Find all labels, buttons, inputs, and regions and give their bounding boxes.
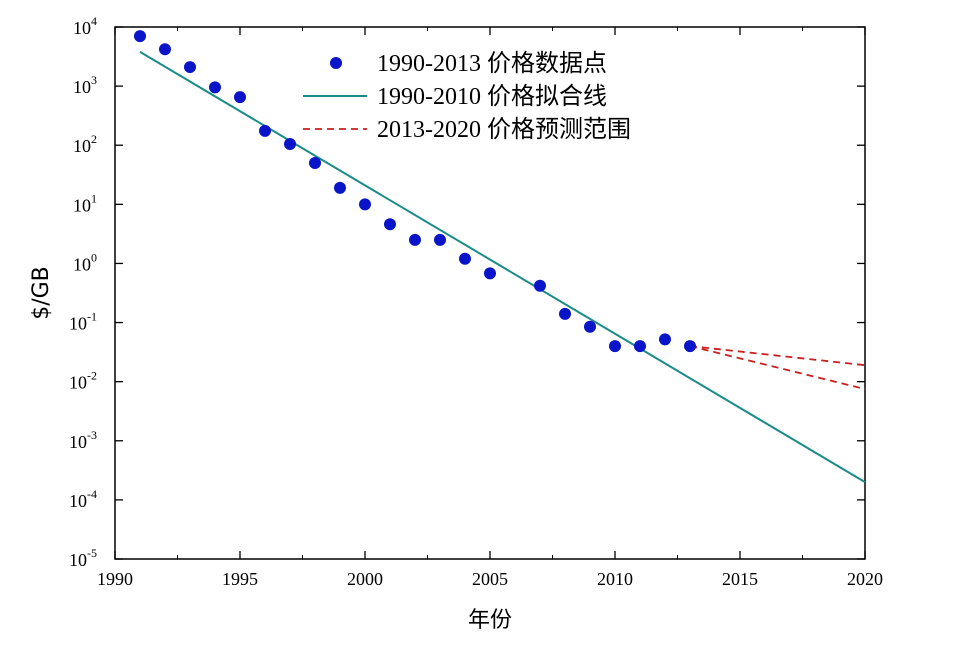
y-tick-base: 10 (73, 136, 91, 156)
y-axis-title: $/GB (29, 266, 54, 320)
forecast-line (689, 345, 866, 367)
legend: 1990-2013 价格数据点 1990-2010 价格拟合线 2013-2020 … (303, 50, 631, 143)
data-point (334, 181, 346, 194)
data-point (359, 198, 371, 211)
ticks (114, 26, 866, 560)
data-point (134, 30, 146, 43)
x-axis-title: 年份 (468, 608, 512, 633)
legend-marker-scatter (330, 57, 342, 69)
forecast-line (689, 345, 866, 390)
data-point (309, 157, 321, 170)
y-tick-base: 10 (69, 550, 87, 570)
data-point (459, 252, 471, 265)
data-point (559, 307, 571, 320)
x-tick-label: 2015 (722, 569, 758, 589)
x-tick-label: 2020 (847, 569, 883, 589)
y-tick-exponent: 1 (91, 191, 97, 205)
data-point (159, 43, 171, 56)
y-tick-base: 10 (73, 195, 91, 215)
x-tick-label: 1995 (222, 569, 258, 589)
y-tick-exponent: 4 (91, 14, 97, 28)
y-tick-base: 10 (73, 254, 91, 274)
series-layer (134, 30, 866, 483)
data-point (184, 61, 196, 74)
data-point (684, 340, 696, 353)
data-point (434, 233, 446, 246)
data-point (584, 320, 596, 333)
y-tick-exponent: 2 (91, 132, 97, 146)
y-tick-exponent: 3 (91, 73, 97, 87)
tick-labels: 1990 1995 2000 2005 2010 2015 2020104103102101… (69, 14, 883, 589)
x-tick-label: 1990 (97, 569, 133, 589)
legend-label: 2013-2020 价格预测范围 (377, 116, 631, 143)
y-tick-exponent: -2 (87, 369, 97, 383)
data-point (634, 340, 646, 353)
y-tick-base: 10 (69, 373, 87, 393)
data-point (384, 218, 396, 231)
data-point (659, 333, 671, 346)
legend-label: 1990-2010 价格拟合线 (377, 83, 607, 110)
data-point (484, 267, 496, 280)
y-tick-exponent: 0 (91, 250, 97, 264)
y-tick-label: 101 (73, 191, 97, 215)
y-tick-label: 10-3 (69, 428, 97, 452)
fit-line (139, 50, 866, 483)
y-tick-exponent: -3 (87, 428, 97, 442)
y-tick-label: 104 (73, 14, 97, 38)
y-tick-exponent: -4 (87, 487, 97, 501)
x-tick-label: 2005 (472, 569, 508, 589)
y-tick-base: 10 (73, 77, 91, 97)
data-point (209, 81, 221, 94)
y-tick-label: 103 (73, 73, 97, 97)
x-tick-label: 2000 (347, 569, 383, 589)
y-tick-exponent: -5 (87, 546, 97, 560)
data-point (534, 279, 546, 292)
y-tick-label: 10-1 (69, 310, 97, 334)
y-tick-base: 10 (69, 491, 87, 511)
y-tick-base: 10 (69, 432, 87, 452)
y-tick-exponent: -1 (87, 310, 97, 324)
data-point (409, 233, 421, 246)
data-point (284, 137, 296, 150)
y-tick-label: 10-2 (69, 369, 97, 393)
legend-label: 1990-2013 价格数据点 (377, 50, 607, 77)
y-tick-base: 10 (69, 314, 87, 334)
y-tick-label: 102 (73, 132, 97, 156)
y-tick-base: 10 (73, 18, 91, 38)
data-point (609, 340, 621, 353)
x-tick-label: 2010 (597, 569, 633, 589)
y-tick-label: 10-5 (69, 546, 97, 570)
data-point (234, 91, 246, 104)
y-tick-label: 100 (73, 250, 97, 274)
y-tick-label: 10-4 (69, 487, 97, 511)
data-point (259, 124, 271, 137)
